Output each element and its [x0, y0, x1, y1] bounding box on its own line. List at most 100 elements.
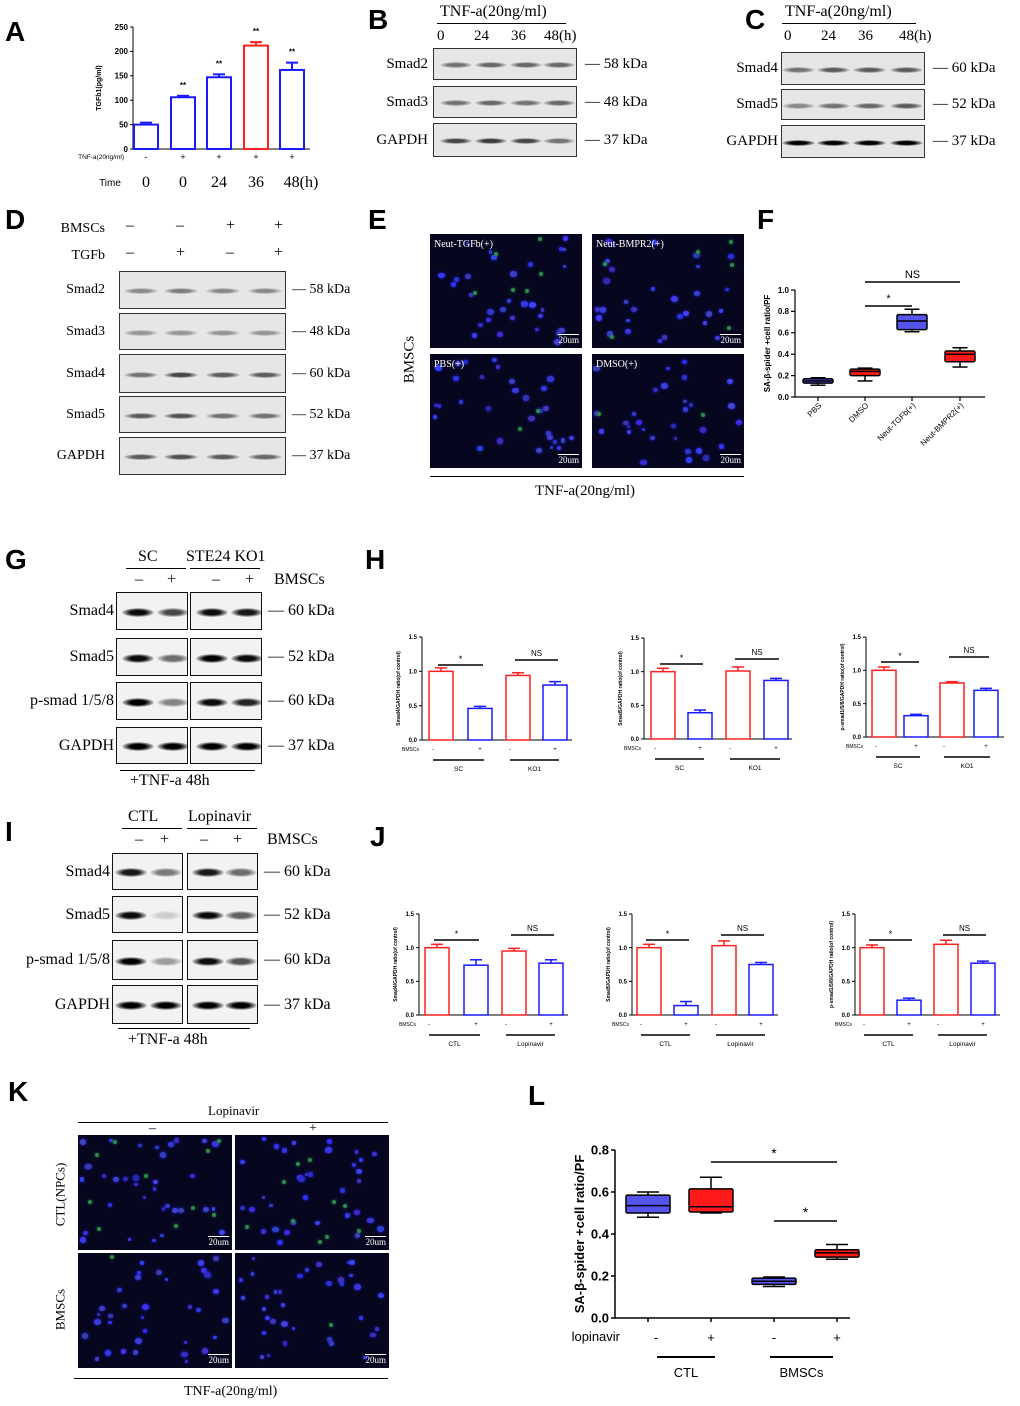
panel-letter-e: E [368, 204, 387, 235]
cell-nucleus [326, 1337, 333, 1343]
blot-c-membrane [781, 52, 925, 85]
cell-nucleus [728, 403, 735, 409]
sign-label: + [981, 1022, 985, 1028]
cell-nucleus [593, 366, 600, 372]
cell-nucleus [315, 1220, 320, 1226]
blot-d-membrane [119, 271, 286, 309]
blot-i-membrane [187, 940, 258, 980]
green-signal [356, 1229, 361, 1234]
cell-nucleus [541, 385, 547, 391]
cell-nucleus [624, 299, 629, 304]
y-tick-label: 1.0 [778, 286, 790, 295]
cell-nucleus [486, 318, 491, 323]
group-underline [122, 828, 182, 829]
y-tick-label: 0.5 [842, 979, 851, 985]
y-tick-label: 1.0 [409, 669, 418, 675]
protein-band [889, 102, 923, 109]
bar [871, 669, 897, 738]
cell-nucleus [472, 333, 478, 338]
sign-label: - [729, 746, 731, 752]
lane-sign: + [167, 571, 177, 588]
cell-nucleus [607, 331, 614, 337]
row-label-treatment: TNF-a(20ng/ml) [78, 154, 124, 161]
treatment-sign: + [289, 152, 294, 162]
protein-band [782, 66, 815, 73]
cell-nucleus [212, 1255, 219, 1261]
group-underline [190, 568, 260, 569]
fluorescence-image: 20um [235, 1135, 389, 1250]
cell-nucleus [554, 339, 561, 345]
blot-b-membrane [433, 123, 577, 157]
cell-nucleus [377, 1226, 385, 1232]
green-signal [727, 326, 732, 331]
cell-nucleus [666, 366, 670, 370]
cell-nucleus [540, 308, 544, 312]
lane-sign: + [160, 831, 170, 848]
protein-band [206, 454, 240, 460]
cell-nucleus [671, 424, 677, 429]
protein-band [852, 66, 886, 73]
sign-label: - [640, 1022, 642, 1028]
scale-bar: 20um [558, 334, 579, 345]
significance-label: * [680, 653, 684, 663]
cell-nucleus [453, 376, 459, 381]
protein-band [543, 138, 575, 144]
y-tick-label: 0.4 [591, 1227, 610, 1242]
blot-i-row-label: Smad4 [65, 862, 110, 880]
cell-nucleus [316, 1261, 322, 1267]
x-tick-label: PBS [806, 401, 824, 419]
cell-nucleus [185, 1359, 189, 1364]
cell-nucleus [627, 429, 632, 434]
cell-nucleus [631, 411, 636, 416]
cell-nucleus [479, 375, 485, 380]
cell-nucleus [528, 415, 535, 421]
cell-nucleus [155, 1269, 162, 1276]
panel-letter-g: G [5, 544, 27, 575]
y-tick-label: 1.0 [631, 670, 640, 676]
column-label: + [309, 1121, 317, 1136]
cell-nucleus [352, 1163, 356, 1168]
blot-i-row-label: GAPDH [54, 995, 110, 1013]
treatment-sign: + [253, 152, 258, 162]
y-tick-label: 1.0 [619, 946, 628, 952]
protein-band [440, 138, 472, 144]
bar [505, 674, 531, 741]
blot-g-membrane [116, 682, 188, 720]
cell-nucleus [692, 252, 700, 259]
protein-band [225, 911, 257, 920]
footer-line [430, 476, 744, 477]
cell-nucleus [718, 444, 724, 450]
cell-nucleus [608, 266, 616, 273]
box [849, 368, 881, 377]
cell-nucleus [630, 306, 638, 313]
blot-g-kda-label: — 52 kDa [268, 648, 335, 665]
green-signal [343, 1203, 348, 1208]
protein-band [192, 868, 224, 877]
protein-band [231, 607, 261, 617]
bar [673, 1004, 699, 1016]
cell-nucleus [143, 1328, 148, 1333]
significance-label: NS [963, 646, 974, 655]
cell-nucleus [606, 238, 612, 244]
cell-nucleus [522, 395, 530, 401]
protein-band [196, 607, 228, 617]
y-axis-label: SA-β-spider +cell ratio/PF [763, 295, 772, 393]
bar [725, 670, 751, 740]
condition-sign: – [226, 244, 234, 261]
image-label: Neut-BMPR2(+) [596, 239, 664, 250]
cell-nucleus [347, 1261, 351, 1265]
time-value: 0 [179, 174, 187, 191]
sign-label: + [759, 1022, 763, 1028]
sign-label: + [553, 747, 557, 753]
y-tick-label: 0.5 [406, 979, 415, 985]
protein-band [231, 697, 261, 707]
significance-label: NS [737, 924, 748, 933]
cell-nucleus [491, 357, 498, 363]
blot-d-membrane [119, 354, 286, 393]
cell-nucleus [264, 1295, 269, 1299]
significance-mark: ** [253, 27, 260, 36]
cell-nucleus [104, 1350, 111, 1356]
blot-d-membrane [119, 437, 286, 475]
group-label: SC [138, 548, 158, 565]
cell-nucleus [109, 1139, 113, 1143]
